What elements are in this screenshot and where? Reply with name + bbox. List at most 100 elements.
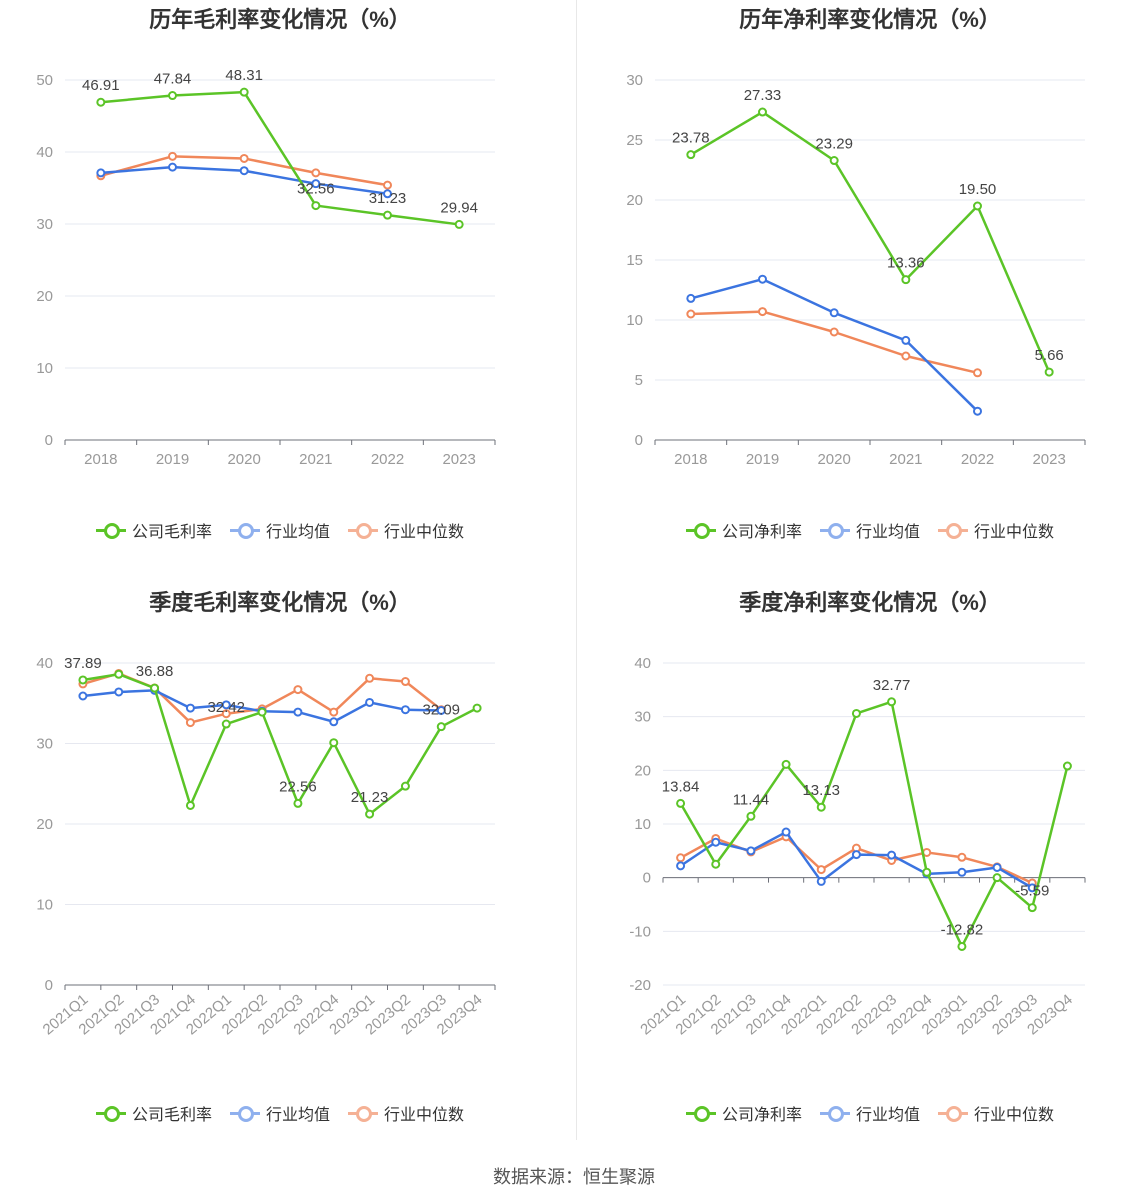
- legend-label: 行业均值: [265, 1107, 330, 1124]
- x-tick-label: 2020: [227, 451, 260, 468]
- y-tick-label: 0: [635, 432, 643, 449]
- legend-label: 公司毛利率: [131, 524, 212, 541]
- company-point: [454, 219, 464, 229]
- y-tick-label: 40: [36, 655, 53, 672]
- chart-canvas: 0 5 10 15 20 25 30 2018 2019 2020 2021 2022 2023 23.7…: [626, 72, 1086, 468]
- industry-median-point: [168, 151, 177, 161]
- y-tick-label: 15: [626, 252, 643, 269]
- data-label: 31.23: [369, 190, 407, 207]
- legend-industry-median[interactable]: 行业中位数: [938, 518, 1054, 542]
- industry-median-point: [676, 853, 686, 863]
- industry-avg-point: [957, 867, 967, 877]
- industry-median-point: [365, 673, 375, 683]
- legend-company[interactable]: 公司净利率: [685, 518, 802, 542]
- company-point: [114, 669, 124, 679]
- legend-line-icon: [95, 1105, 126, 1122]
- legend-industry-avg[interactable]: 行业均值: [819, 1101, 920, 1125]
- industry-avg-point: [676, 861, 686, 871]
- industry-avg-point: [239, 166, 249, 176]
- legend-company[interactable]: 公司净利率: [685, 1101, 802, 1125]
- chart-legend: 公司净利率 行业均值 行业中位数: [590, 1101, 1148, 1125]
- data-label: 32.77: [873, 677, 911, 694]
- legend-industry-avg[interactable]: 行业均值: [819, 518, 920, 542]
- company-point: [400, 781, 410, 791]
- industry-avg-point: [758, 274, 767, 284]
- industry-avg-point: [436, 705, 446, 715]
- data-label: 13.13: [802, 782, 840, 799]
- industry-median-point: [400, 677, 410, 687]
- industry-median-point: [383, 180, 392, 190]
- annual-net-margin-chart: 历年净利率变化情况（%） 0 5 10 15 20 25 30 2018 2019 2020 202…: [590, 0, 1148, 582]
- x-tick-label: 2022: [961, 451, 994, 468]
- y-tick-label: -10: [629, 923, 651, 940]
- company-point: [311, 201, 321, 211]
- y-tick-label: 0: [45, 977, 53, 994]
- company-point: [185, 800, 195, 810]
- y-tick-label: 30: [626, 72, 643, 89]
- company-line: [100, 90, 460, 226]
- industry-median-point: [686, 309, 696, 319]
- x-tick-label: 2018: [84, 451, 117, 468]
- data-source: 数据来源：恒生聚源: [493, 1167, 655, 1187]
- legend-label: 行业中位数: [384, 524, 465, 541]
- chart-title: 历年净利率变化情况（%）: [739, 7, 1001, 32]
- legend-industry-median[interactable]: 行业中位数: [938, 1101, 1054, 1125]
- legend-industry-avg[interactable]: 行业均值: [229, 518, 330, 542]
- data-label: 27.33: [744, 87, 782, 104]
- legend-company[interactable]: 公司毛利率: [95, 518, 212, 542]
- industry-avg-point: [78, 691, 88, 701]
- company-point: [329, 738, 339, 748]
- data-label: 32.42: [207, 699, 245, 716]
- legend-line-icon: [685, 1105, 716, 1122]
- y-tick-label: 20: [626, 192, 643, 209]
- company-point: [383, 210, 392, 220]
- legend-line-icon: [348, 1105, 378, 1122]
- company-point: [829, 156, 839, 166]
- y-tick-label: 40: [36, 144, 53, 161]
- y-tick-label: 10: [626, 312, 643, 329]
- legend-industry-avg[interactable]: 行业均值: [229, 1101, 330, 1125]
- x-tick-label: 2021: [299, 451, 332, 468]
- industry-median-point: [311, 168, 321, 178]
- industry-avg-point: [365, 697, 375, 707]
- industry-median-point: [957, 852, 967, 862]
- data-label: 23.29: [815, 136, 853, 153]
- legend-label: 行业均值: [265, 524, 330, 541]
- y-tick-label: 30: [634, 709, 651, 726]
- company-line: [690, 110, 1051, 373]
- company-point: [922, 867, 932, 877]
- x-tick-label: 2023: [1032, 451, 1065, 468]
- y-tick-label: 30: [36, 736, 53, 753]
- industry-median-point: [829, 327, 839, 337]
- company-point: [887, 697, 897, 707]
- legend-line-icon: [685, 522, 716, 539]
- legend-line-icon: [819, 1105, 850, 1122]
- industry-median-point: [221, 709, 231, 719]
- industry-avg-point: [686, 293, 696, 303]
- y-tick-label: 40: [634, 655, 651, 672]
- industry-median-point: [329, 707, 339, 717]
- legend-industry-median[interactable]: 行业中位数: [348, 1101, 464, 1125]
- industry-median-point: [973, 368, 982, 378]
- y-tick-label: 0: [45, 432, 53, 449]
- company-line: [679, 700, 1069, 948]
- chart-legend: 公司毛利率 行业均值 行业中位数: [0, 518, 560, 542]
- company-point: [711, 859, 721, 869]
- data-label: 32.09: [422, 702, 460, 719]
- industry-avg-point: [114, 687, 124, 697]
- data-label: 29.94: [440, 199, 478, 216]
- company-point: [851, 708, 861, 718]
- legend-label: 行业中位数: [974, 524, 1055, 541]
- y-tick-label: 20: [634, 762, 651, 779]
- company-point: [781, 759, 791, 769]
- y-tick-label: 0: [643, 870, 651, 887]
- industry-avg-point: [96, 168, 106, 178]
- industry-median-point: [901, 351, 911, 361]
- legend-industry-median[interactable]: 行业中位数: [348, 518, 464, 542]
- x-tick-label: 2019: [746, 451, 779, 468]
- legend-company[interactable]: 公司毛利率: [95, 1101, 212, 1125]
- y-tick-label: 10: [634, 816, 651, 833]
- industry-avg-point: [221, 700, 231, 710]
- industry-avg-point: [781, 827, 791, 837]
- company-point: [472, 703, 482, 713]
